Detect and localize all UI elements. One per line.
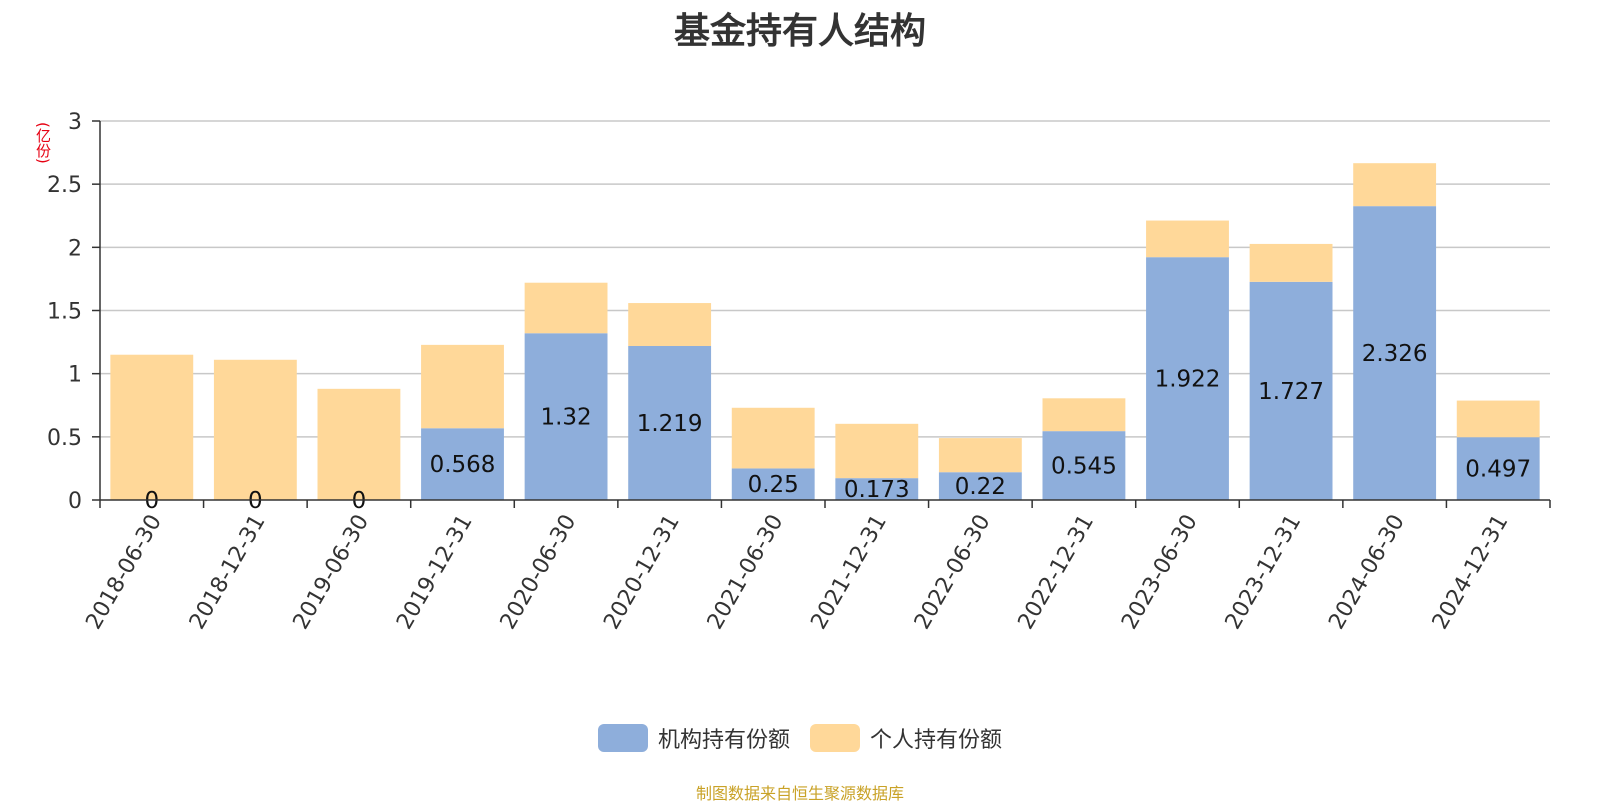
bar-institutional-2023-12-31[interactable] [1249,281,1333,500]
data-label-institutional: 1.219 [637,411,703,437]
data-label-institutional: 0.545 [1051,454,1117,480]
bar-institutional-2024-12-31[interactable] [1456,437,1540,500]
bar-institutional-2022-06-30[interactable] [938,472,1022,500]
bar-individual-2021-12-31[interactable] [835,423,919,479]
x-tick-label: 2019-06-30 [289,511,375,634]
bar-chart: 0 0 0 0.568 1.32 1.219 0.25 0.173 0.22 0.545 1.922… [47,110,1551,634]
x-tick-label: 2021-12-31 [806,511,892,634]
bar-individual-2020-06-30[interactable] [524,282,608,334]
data-label-institutional: 1.727 [1258,379,1324,405]
data-label-institutional: 0.497 [1465,457,1531,483]
legend-label-institutional: 机构持有份额 [657,728,790,753]
bar-institutional-2024-06-30[interactable] [1353,206,1437,500]
data-label-institutional: 0.173 [844,477,910,503]
data-source-note: 制图数据来自恒生聚源数据库 [695,784,904,803]
y-tick-label: 3 [68,110,82,135]
y-tick-label: 1 [68,363,82,388]
x-tick-label: 2018-06-30 [81,511,167,634]
data-label-institutional: 0.22 [955,474,1006,500]
y-tick-label: 2 [68,236,82,261]
data-labels: 0 0 0 0.568 1.32 1.219 0.25 0.173 0.22 0.545 1.922… [144,341,1531,514]
bar-individual-2024-06-30[interactable] [1353,163,1437,207]
x-tick-label: 2023-12-31 [1221,511,1307,634]
x-tick-label: 2018-12-31 [185,511,271,634]
y-tick-label: 0.5 [47,426,82,451]
legend-swatch-individual [810,724,860,752]
x-tick-label: 2022-06-30 [910,511,996,634]
x-tick-label: 2023-06-30 [1117,511,1203,634]
legend-label-individual: 个人持有份额 [870,728,1003,753]
bar-institutional-2020-12-31[interactable] [628,345,712,500]
data-label-institutional: 1.32 [540,405,591,431]
x-tick-label: 2019-12-31 [392,511,478,634]
bar-institutional-2023-06-30[interactable] [1146,257,1229,500]
bar-individual-2022-06-30[interactable] [938,438,1022,473]
y-tick-label: 2.5 [47,173,82,198]
legend-item-individual[interactable]: 个人持有份额 [810,722,1002,754]
x-tick-label: 2024-06-30 [1324,511,1410,634]
bar-institutional-2020-06-30[interactable] [524,333,608,500]
bar-institutional-2022-12-31[interactable] [1042,431,1126,500]
bar-individual-2023-06-30[interactable] [1146,220,1229,258]
data-label-institutional: 0 [144,488,159,514]
data-label-institutional: 0 [352,488,367,514]
bar-individual-2018-12-31[interactable] [213,359,297,500]
x-tick-label: 2024-12-31 [1428,511,1514,634]
bar-individual-2019-06-30[interactable] [317,388,401,500]
data-label-institutional: 0 [248,488,263,514]
legend: 机构持有份额 个人持有份额 [0,722,1600,754]
legend-swatch-institutional [597,724,648,752]
bar-individual-2023-12-31[interactable] [1249,243,1333,282]
x-tick-label: 2020-12-31 [599,511,685,634]
bar-institutional-2021-06-30[interactable] [731,468,815,500]
bar-individual-2020-12-31[interactable] [628,303,712,346]
bar-individual-2022-12-31[interactable] [1042,398,1126,432]
y-tick-label: 1.5 [47,300,82,325]
bar-individual-2018-06-30[interactable] [110,354,194,500]
x-tick-label: 2022-12-31 [1014,511,1100,634]
bar-individual-2021-06-30[interactable] [731,407,815,469]
legend-item-institutional[interactable]: 机构持有份额 [597,722,790,754]
bar-institutional-2019-12-31[interactable] [421,428,504,500]
bars [110,163,1540,500]
x-tick-label: 2021-06-30 [703,511,789,634]
y-axis-unit-label: (亿份) [34,122,52,164]
x-tick-label: 2020-06-30 [496,511,582,634]
y-tick-label: 0 [68,489,82,514]
data-label-institutional: 1.922 [1155,367,1221,393]
bar-individual-2024-12-31[interactable] [1456,400,1540,438]
data-label-institutional: 0.25 [748,472,799,498]
data-label-institutional: 2.326 [1362,341,1428,367]
chart-title: 基金持有人结构 [673,11,926,52]
bar-individual-2019-12-31[interactable] [421,344,504,429]
bar-institutional-2021-12-31[interactable] [835,478,919,500]
data-label-institutional: 0.568 [430,452,496,478]
